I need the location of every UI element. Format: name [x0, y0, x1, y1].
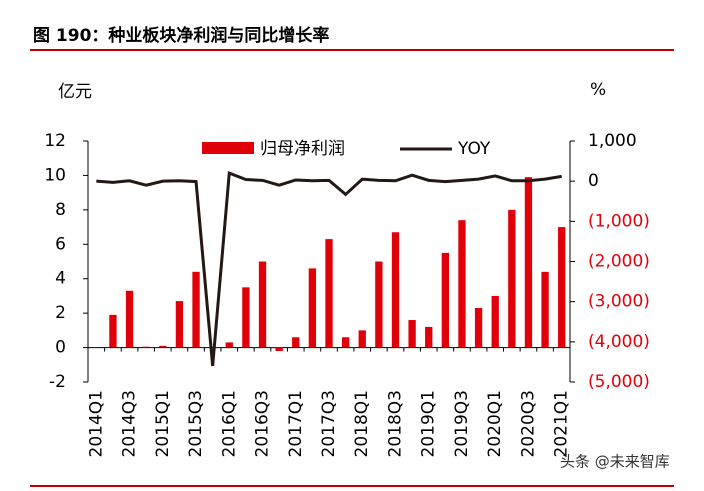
legend-swatch: [202, 142, 254, 154]
legend-label: 归母净利润: [260, 139, 345, 159]
x-tick-label: 2018Q3: [385, 390, 405, 457]
x-tick-label: 2021Q1: [552, 390, 572, 457]
y-tick-label: 6: [55, 234, 66, 254]
bar: [524, 177, 533, 348]
bar: [491, 295, 499, 348]
y-tick-label: 2: [55, 303, 66, 323]
y2-tick-label: (5,000): [588, 372, 650, 392]
chart-title: 图 190：种业板块净利润与同比增长率: [33, 25, 329, 46]
x-tick-label: 2019Q1: [419, 390, 439, 457]
bar: [192, 271, 200, 348]
line: [96, 171, 562, 367]
x-tick-label: 2016Q3: [253, 390, 273, 457]
bar: [425, 326, 433, 348]
bar: [441, 252, 450, 348]
bar: [541, 271, 549, 348]
bar: [175, 301, 184, 348]
y-tick-label: -2: [49, 372, 66, 392]
y2-axis-label: %: [590, 80, 606, 100]
y-axis-label: 亿元: [58, 82, 92, 102]
y2-tick-label: 1,000: [588, 131, 637, 151]
x-tick-label: 2020Q3: [518, 390, 538, 457]
bar: [391, 232, 400, 348]
x-tick-label: 2017Q1: [286, 390, 306, 457]
x-tick-label: 2020Q1: [485, 390, 505, 457]
bar: [558, 227, 566, 348]
bar: [225, 342, 233, 348]
x-tick-label: 2016Q1: [219, 390, 239, 457]
watermark: 头条 @未来智库: [560, 453, 670, 471]
bar: [242, 287, 250, 348]
x-tick-label: 2018Q1: [352, 390, 372, 457]
x-tick-label: 2019Q3: [452, 390, 472, 457]
y2-tick-label: (3,000): [588, 292, 650, 312]
y-tick-label: 0: [55, 338, 66, 358]
y-tick-label: 8: [55, 200, 66, 220]
bar: [458, 220, 466, 348]
y2-tick-label: (2,000): [588, 252, 650, 272]
bar: [358, 330, 366, 348]
x-tick-label: 2014Q3: [120, 390, 140, 457]
y-tick-label: 12: [44, 131, 66, 151]
bar: [125, 290, 134, 348]
bar: [275, 347, 283, 352]
x-tick-label: 2015Q3: [186, 390, 206, 457]
bar: [408, 320, 416, 348]
bar: [308, 268, 317, 348]
bar: [258, 261, 267, 348]
bar: [341, 337, 350, 348]
y2-tick-label: 0: [588, 171, 599, 191]
bar: [375, 261, 383, 348]
y2-tick-label: (1,000): [588, 211, 650, 231]
y-tick-label: 10: [44, 165, 66, 185]
bar: [292, 337, 300, 348]
bar: [325, 239, 333, 348]
legend-label: YOY: [457, 139, 491, 159]
x-tick-label: 2015Q1: [153, 390, 173, 457]
y-tick-label: 4: [55, 269, 66, 289]
bar: [142, 346, 150, 348]
y2-tick-label: (4,000): [588, 332, 650, 352]
bar: [474, 307, 483, 348]
bar: [508, 209, 516, 348]
bar: [159, 345, 167, 348]
bar: [109, 314, 117, 348]
x-tick-label: 2014Q1: [86, 390, 106, 457]
x-tick-label: 2017Q3: [319, 390, 339, 457]
